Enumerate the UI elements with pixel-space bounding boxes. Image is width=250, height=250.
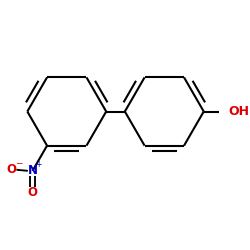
Text: O: O (28, 186, 38, 199)
Text: −: − (15, 158, 23, 167)
Text: O: O (7, 163, 17, 176)
Text: OH: OH (229, 105, 250, 118)
Text: +: + (35, 160, 42, 168)
Text: N: N (28, 164, 38, 177)
